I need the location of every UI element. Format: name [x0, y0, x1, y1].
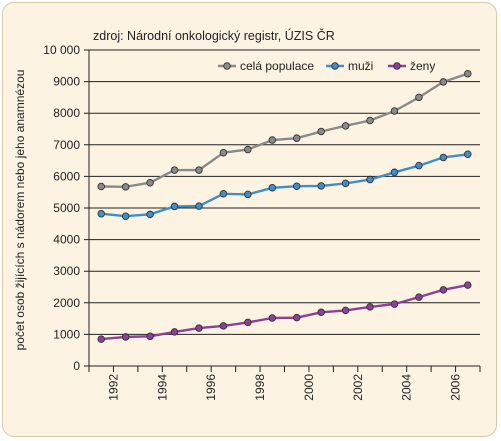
- data-point: [121, 333, 130, 341]
- data-point: [146, 332, 154, 341]
- data-point: [195, 166, 203, 174]
- chart-panel: [2, 2, 497, 437]
- y-tick-label: 3000: [53, 264, 80, 278]
- data-point: [464, 69, 472, 78]
- y-tick-label: 7000: [53, 138, 80, 152]
- source-note: zdroj: Národní onkologický registr, ÚZIS…: [93, 28, 335, 43]
- axes: [84, 50, 480, 371]
- data-point: [317, 182, 325, 190]
- x-tick-label: 2004: [400, 374, 414, 401]
- data-point: [464, 150, 472, 159]
- data-point: [292, 182, 301, 190]
- data-point: [244, 318, 252, 327]
- y-tick-label: 8000: [53, 106, 80, 120]
- legend-swatch-marker: [223, 62, 231, 70]
- data-point: [439, 78, 448, 86]
- data-point: [366, 175, 374, 184]
- data-point: [219, 148, 228, 157]
- data-point: [439, 286, 448, 294]
- y-tick-label: 0: [73, 359, 80, 373]
- y-tick-label: 2000: [53, 296, 80, 310]
- data-point: [292, 313, 301, 322]
- data-point: [317, 127, 325, 136]
- legend-swatch-marker: [331, 62, 339, 70]
- data-point: [366, 116, 374, 125]
- data-point: [121, 212, 130, 220]
- y-tick-label: 5000: [53, 201, 80, 215]
- data-point: [366, 303, 374, 311]
- series-line-2: [101, 283, 469, 341]
- legend-label: muži: [348, 59, 373, 73]
- x-tick-label: 2006: [449, 374, 463, 401]
- data-point: [341, 306, 350, 315]
- legend-label: celá populace: [240, 59, 314, 73]
- x-tick-label: 1998: [253, 374, 267, 401]
- y-tick-label: 6000: [53, 169, 80, 183]
- data-point: [195, 324, 203, 332]
- data-point: [219, 190, 228, 198]
- x-tick-label: 2000: [302, 374, 316, 401]
- series-points: [97, 69, 472, 343]
- data-point: [268, 136, 277, 144]
- y-axis-ticks: 0 1000 2000 3000 4000 5000 6000 7000 8000 9000 10 …: [43, 43, 80, 373]
- y-tick-label: 4000: [53, 233, 80, 247]
- data-point: [292, 134, 301, 142]
- data-point: [390, 168, 399, 177]
- data-point: [97, 182, 105, 191]
- series-line-1: [101, 153, 468, 218]
- x-axis-ticks: 1992 1994 1996 1998 2000 2002 2004 2006: [88, 366, 481, 401]
- x-tick-label: 1992: [106, 374, 120, 401]
- x-tick-label: 2002: [351, 374, 365, 401]
- data-point: [415, 161, 423, 170]
- data-point: [464, 281, 472, 289]
- y-tick-label: 9000: [53, 75, 80, 89]
- data-point: [170, 166, 179, 174]
- data-point: [121, 183, 130, 191]
- series-line-0: [101, 72, 469, 189]
- x-tick-label: 1994: [155, 374, 169, 401]
- legend-label: ženy: [410, 59, 435, 73]
- data-point: [341, 122, 350, 130]
- data-point: [97, 209, 105, 218]
- x-tick-label: 1996: [204, 374, 218, 401]
- data-point: [244, 145, 252, 154]
- data-point: [268, 184, 277, 192]
- data-point: [439, 153, 448, 162]
- data-point: [415, 293, 423, 301]
- data-point: [390, 300, 399, 308]
- data-point: [146, 178, 154, 187]
- y-axis-label: počet osob žijících s nádorem nebo jeho …: [13, 70, 27, 351]
- data-point: [170, 202, 179, 211]
- series-lines: [101, 72, 469, 341]
- legend: celá populace muži ženy: [218, 59, 435, 73]
- data-point: [219, 322, 228, 330]
- data-point: [170, 328, 179, 336]
- data-point: [415, 93, 423, 102]
- legend-swatch-marker: [393, 62, 401, 70]
- data-point: [268, 314, 277, 322]
- data-point: [244, 190, 252, 199]
- data-point: [195, 202, 203, 210]
- data-point: [146, 210, 154, 219]
- data-point: [390, 107, 399, 115]
- data-point: [97, 335, 105, 343]
- y-tick-label: 10 000: [43, 43, 80, 57]
- data-point: [341, 179, 350, 188]
- data-point: [317, 308, 325, 317]
- y-tick-label: 1000: [53, 327, 80, 341]
